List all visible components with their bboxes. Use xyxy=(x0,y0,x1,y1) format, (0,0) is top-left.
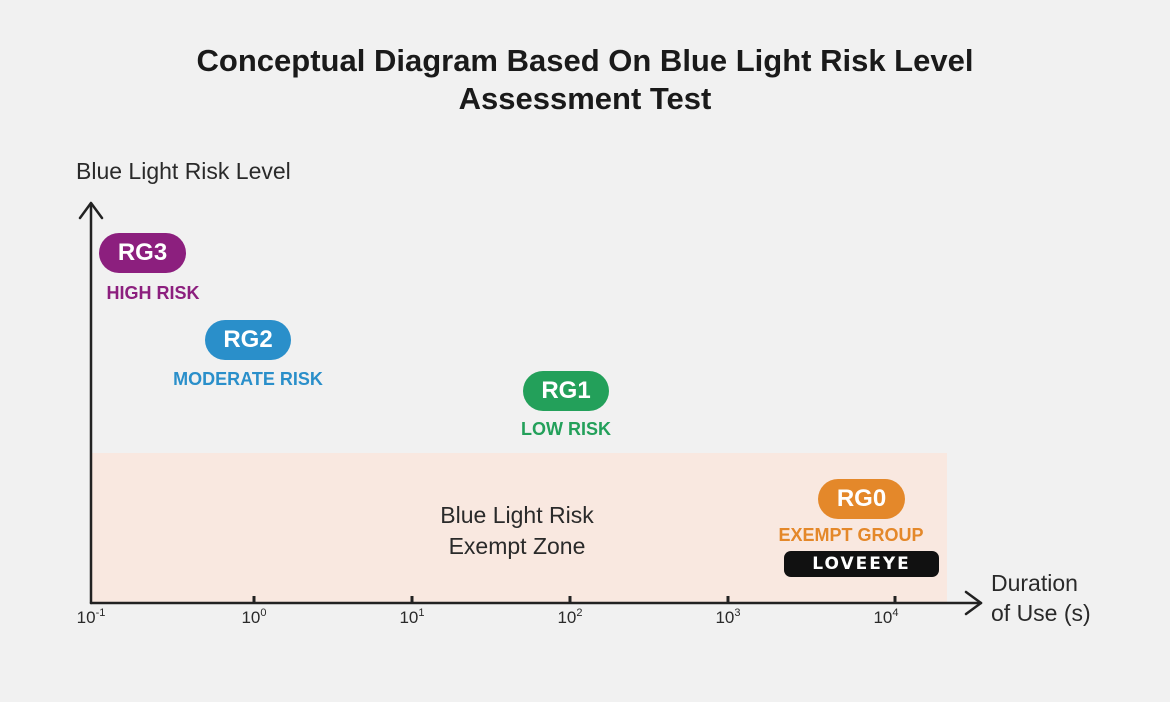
y-axis-arrow-icon xyxy=(78,201,104,220)
x-tick-label-0: 10-1 xyxy=(76,607,106,628)
x-axis-label-line-1: Duration xyxy=(991,570,1078,596)
x-axis-arrow-icon xyxy=(964,590,983,616)
rg3-badge: RG3 xyxy=(99,233,186,273)
rg2-risk-label: MODERATE RISK xyxy=(173,369,323,389)
title-line-2: Assessment Test xyxy=(458,81,712,116)
rg2-badge: RG2 xyxy=(205,320,291,360)
rg0-risk-label: EXEMPT GROUP xyxy=(778,525,924,545)
x-axis-label: Duration of Use (s) xyxy=(991,568,1091,628)
loveeye-logo: LOVEEYE xyxy=(784,551,939,577)
rg3-risk-label: HIGH RISK xyxy=(106,283,200,303)
exempt-zone xyxy=(92,453,947,603)
rg0-badge: RG0 xyxy=(818,479,905,519)
x-tick-label-3: 102 xyxy=(557,607,583,628)
rg1-risk-label: LOW RISK xyxy=(521,419,611,439)
x-axis-label-line-2: of Use (s) xyxy=(991,600,1091,626)
x-tick-label-2: 101 xyxy=(399,607,425,628)
rg1-badge: RG1 xyxy=(523,371,609,411)
diagram-title: Conceptual Diagram Based On Blue Light R… xyxy=(0,42,1170,118)
exempt-zone-label-line-2: Exempt Zone xyxy=(448,533,586,559)
title-line-1: Conceptual Diagram Based On Blue Light R… xyxy=(196,43,974,78)
x-tick-label-5: 104 xyxy=(873,607,899,628)
exempt-zone-label: Blue Light Risk Exempt Zone xyxy=(400,500,634,562)
x-tick-label-4: 103 xyxy=(715,607,741,628)
exempt-zone-label-line-1: Blue Light Risk xyxy=(440,502,594,528)
y-axis-label: Blue Light Risk Level xyxy=(76,158,291,184)
x-tick-label-1: 100 xyxy=(241,607,267,628)
